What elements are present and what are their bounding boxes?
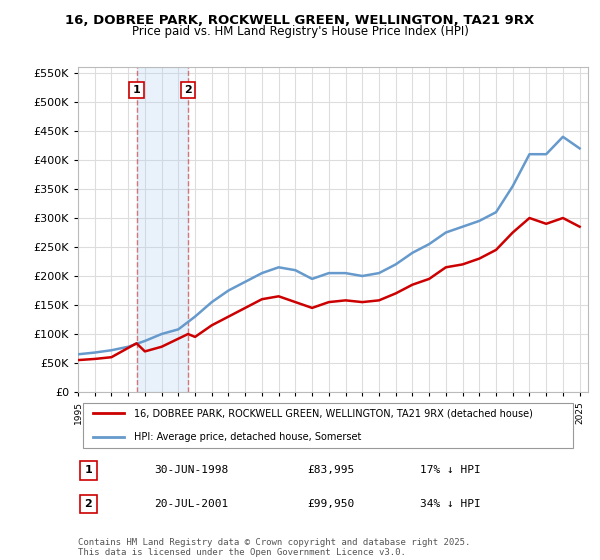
Text: 17% ↓ HPI: 17% ↓ HPI <box>420 465 481 475</box>
Text: 34% ↓ HPI: 34% ↓ HPI <box>420 499 481 509</box>
Bar <box>137 67 188 392</box>
Text: £99,950: £99,950 <box>308 499 355 509</box>
Text: Contains HM Land Registry data © Crown copyright and database right 2025.
This d: Contains HM Land Registry data © Crown c… <box>78 538 470 557</box>
Text: 30-JUN-1998: 30-JUN-1998 <box>155 465 229 475</box>
FancyBboxPatch shape <box>83 403 573 448</box>
Text: 16, DOBREE PARK, ROCKWELL GREEN, WELLINGTON, TA21 9RX (detached house): 16, DOBREE PARK, ROCKWELL GREEN, WELLING… <box>134 408 533 418</box>
Text: HPI: Average price, detached house, Somerset: HPI: Average price, detached house, Some… <box>134 432 361 442</box>
Text: Price paid vs. HM Land Registry's House Price Index (HPI): Price paid vs. HM Land Registry's House … <box>131 25 469 38</box>
Text: 20-JUL-2001: 20-JUL-2001 <box>155 499 229 509</box>
Text: 16, DOBREE PARK, ROCKWELL GREEN, WELLINGTON, TA21 9RX: 16, DOBREE PARK, ROCKWELL GREEN, WELLING… <box>65 14 535 27</box>
Text: 1: 1 <box>133 85 140 95</box>
Text: 2: 2 <box>184 85 192 95</box>
Text: 2: 2 <box>85 499 92 509</box>
Text: £83,995: £83,995 <box>308 465 355 475</box>
Text: 1: 1 <box>85 465 92 475</box>
